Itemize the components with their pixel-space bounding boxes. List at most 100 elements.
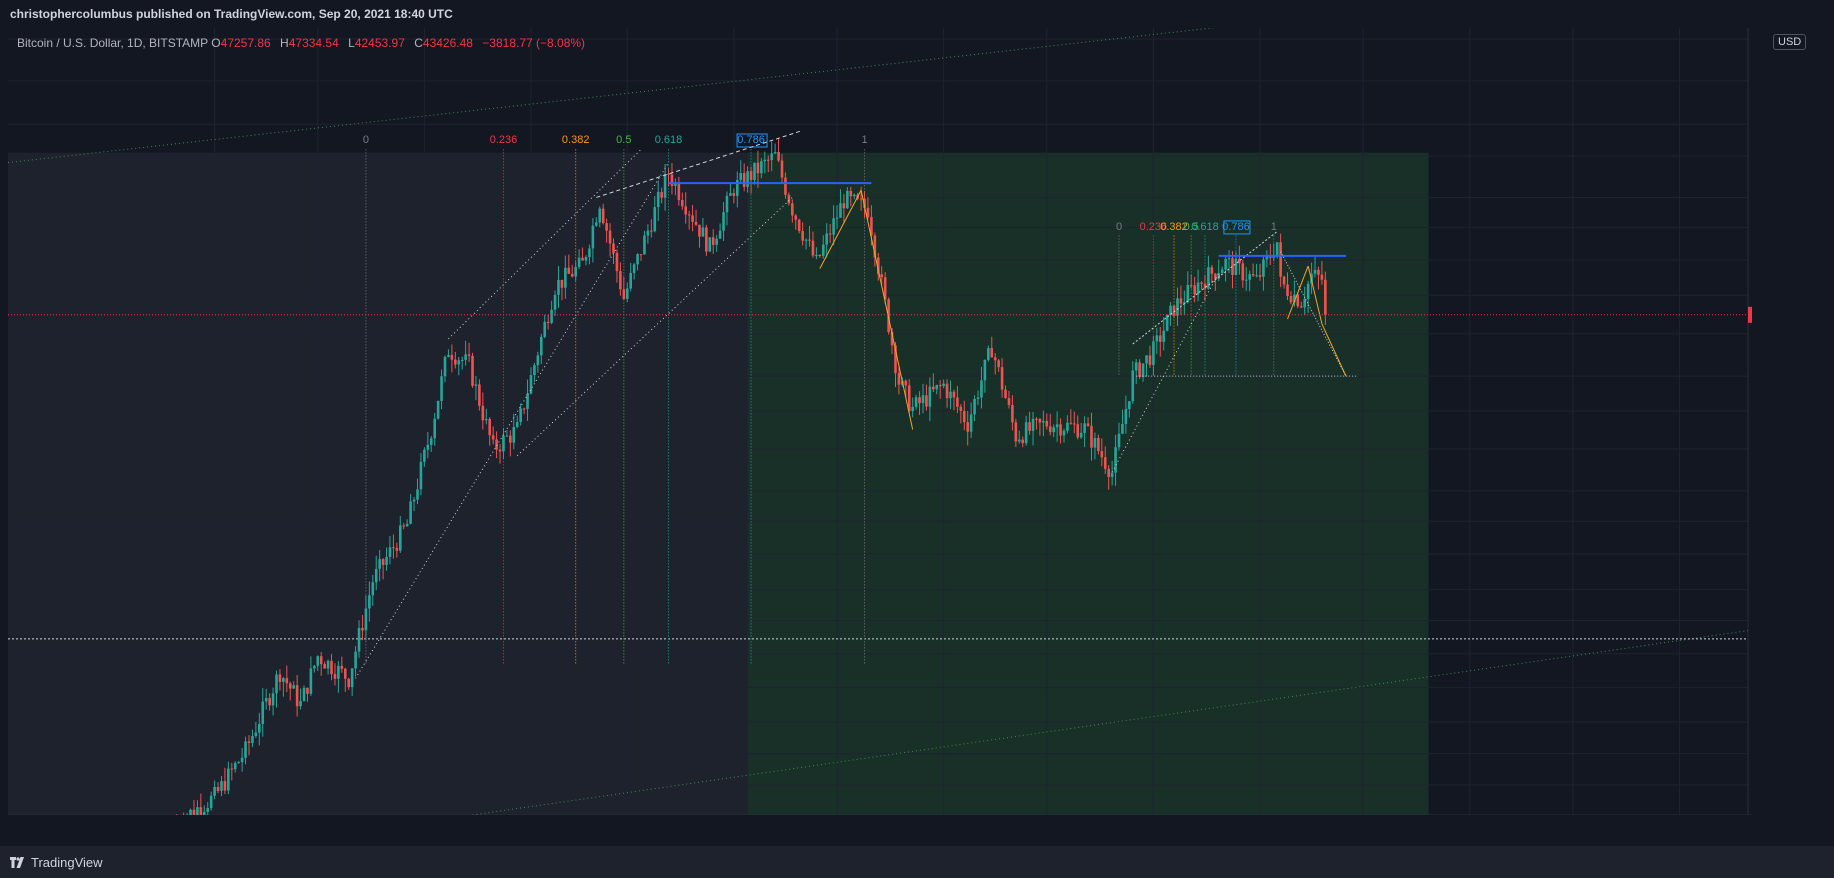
candle-body	[904, 380, 908, 386]
candle-body	[959, 406, 963, 411]
candle-body	[237, 762, 240, 764]
candle-body	[282, 678, 285, 682]
candle-body	[385, 556, 388, 565]
candle-body	[1200, 282, 1203, 284]
candle-body	[773, 152, 777, 154]
candle-body	[674, 183, 677, 186]
candle-body	[447, 354, 450, 357]
close-label: C	[414, 36, 423, 50]
candle-body	[536, 355, 540, 366]
candle-body	[1138, 362, 1141, 377]
candle-body	[990, 348, 994, 358]
candle-body	[343, 668, 347, 679]
candle-body	[1052, 427, 1055, 433]
candle-body	[608, 230, 612, 244]
candle-body	[192, 809, 196, 815]
candle-body	[488, 419, 492, 436]
candle-body	[285, 678, 289, 684]
candle-body	[890, 331, 894, 346]
publish-info-bar: christophercolumbus published on Trading…	[0, 0, 1834, 28]
candle-body	[873, 235, 877, 258]
candle-body	[440, 376, 443, 401]
price-chart[interactable]: NovDec2021FebMarAprMayJunJulAugSepOctNov…	[8, 28, 1752, 815]
candle-body	[1134, 362, 1138, 371]
candle-body	[791, 203, 794, 216]
candle-body	[350, 668, 354, 688]
candle-body	[381, 559, 385, 565]
candle-body	[591, 225, 595, 249]
candle-body	[209, 795, 213, 809]
candle-body	[1255, 275, 1258, 277]
chart-area[interactable]: NovDec2021FebMarAprMayJunJulAugSepOctNov…	[8, 28, 1752, 815]
candle-body	[794, 215, 798, 220]
candle-body	[852, 194, 856, 197]
candle-body	[405, 523, 409, 527]
tradingview-brand: TradingView	[31, 854, 103, 870]
candle-body	[1158, 335, 1162, 342]
candle-body	[632, 264, 636, 273]
candle-body	[481, 405, 485, 421]
fib-time-label: 0	[363, 134, 369, 146]
candle-body	[598, 208, 602, 223]
candle-body	[368, 595, 371, 609]
candle-body	[1100, 451, 1104, 458]
candle-body	[956, 397, 959, 407]
candle-body	[911, 406, 914, 411]
tradingview-logo[interactable]: TradingView	[10, 855, 103, 870]
close-value: 43426.48	[422, 36, 473, 50]
candle-body	[993, 357, 997, 361]
candle-body	[736, 180, 739, 196]
candle-body	[275, 674, 278, 694]
fib-time-label: 1	[861, 134, 867, 146]
candle-body	[698, 224, 701, 237]
candle-body	[502, 435, 505, 452]
candle-body	[787, 194, 791, 204]
target-diagonal	[1280, 251, 1347, 377]
candle-body	[715, 238, 718, 245]
candle-body	[1313, 269, 1317, 274]
fib-time-label-2: 0.236	[1140, 221, 1168, 233]
fib-time-label-2: 1	[1271, 221, 1277, 233]
candle-body	[1241, 263, 1245, 281]
candle-body	[1176, 298, 1179, 316]
candle-body	[1196, 282, 1200, 295]
candle-body	[729, 193, 732, 196]
candle-body	[1324, 279, 1327, 315]
candle-body	[1024, 422, 1028, 444]
candle-body	[1169, 305, 1172, 315]
candle-body	[894, 345, 897, 373]
candle-body	[1293, 294, 1296, 303]
candle-body	[1076, 424, 1080, 438]
tradingview-logo-icon	[10, 856, 24, 868]
symbol-legend[interactable]: Bitcoin / U.S. Dollar, 1D, BITSTAMP O472…	[17, 36, 591, 50]
candle-body	[870, 217, 873, 236]
candle-body	[1238, 258, 1241, 264]
candle-body	[1045, 420, 1049, 427]
fib-time-label: 0.786	[737, 134, 765, 146]
high-label: H	[280, 36, 289, 50]
currency-selector[interactable]: USD	[1773, 34, 1807, 50]
candle-body	[1272, 256, 1276, 258]
zigzag-5	[1321, 323, 1347, 377]
candle-body	[935, 385, 939, 390]
candle-body	[742, 173, 746, 187]
candle-body	[288, 683, 292, 689]
candle-body	[251, 736, 254, 744]
candle-body	[330, 660, 333, 675]
candle-body	[711, 237, 715, 245]
candle-body	[980, 380, 983, 398]
candle-body	[546, 321, 550, 323]
low-value: 42453.97	[354, 36, 405, 50]
candle-body	[1224, 258, 1227, 270]
candle-body	[261, 701, 265, 724]
candle-body	[966, 422, 970, 432]
fib-label-box-2	[1223, 220, 1251, 235]
candle-body	[189, 809, 192, 815]
candle-body	[467, 354, 471, 356]
candle-body	[333, 674, 337, 679]
candle-body	[574, 267, 577, 277]
candle-body	[1220, 269, 1224, 274]
wedge-line	[516, 197, 793, 457]
symbol-name: Bitcoin / U.S. Dollar, 1D, BITSTAMP	[17, 36, 208, 50]
candle-body	[581, 257, 584, 261]
